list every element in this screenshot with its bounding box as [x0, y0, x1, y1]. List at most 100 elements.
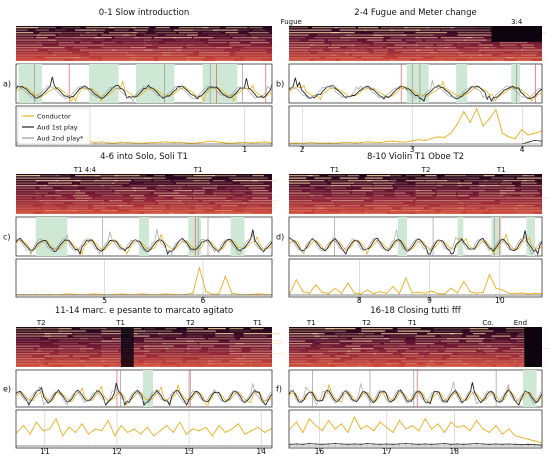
- spectrogram-harmonic: [202, 27, 221, 29]
- spectrogram-harmonic: [352, 192, 367, 194]
- spectrogram-harmonic: [415, 202, 464, 204]
- spectrogram-harmonic: [155, 365, 177, 367]
- spectrogram-harmonic: [331, 32, 355, 34]
- spectrogram-harmonic: [229, 42, 241, 44]
- onset-curve-aud1: [288, 77, 543, 102]
- data-point: [68, 426, 70, 428]
- spectrogram-harmonic: [229, 353, 284, 355]
- spectrogram-harmonic: [345, 34, 382, 36]
- spectrogram-harmonic: [169, 205, 203, 207]
- data-point: [153, 143, 155, 145]
- spectrogram-harmonic: [331, 182, 354, 184]
- spectrogram-harmonic: [289, 27, 309, 29]
- spectrogram-harmonic: [48, 49, 68, 51]
- spectrogram-harmonic: [394, 185, 418, 187]
- spectrogram-harmonic: [162, 358, 183, 360]
- onset-curve-aud2: [288, 229, 543, 256]
- data-point: [257, 143, 259, 145]
- data-point: [482, 294, 484, 296]
- spectrogram-harmonic: [469, 328, 489, 330]
- spectrogram-harmonic: [317, 52, 349, 54]
- spectrogram-harmonic: [347, 39, 358, 41]
- spectrogram-harmonic: [35, 197, 52, 199]
- data-point: [456, 426, 458, 428]
- spectrogram-harmonic: [394, 190, 420, 192]
- data-point: [469, 445, 471, 447]
- spectrogram-harmonic: [158, 210, 187, 212]
- spectrogram-harmonic: [198, 52, 230, 54]
- data-point: [302, 431, 304, 433]
- data-point: [257, 445, 259, 447]
- data-point: [469, 143, 471, 145]
- spectrogram-harmonic: [436, 192, 457, 194]
- spectrogram-harmonic: [314, 210, 330, 212]
- spectrogram-harmonic: [429, 207, 465, 209]
- data-point: [302, 294, 304, 296]
- spectrogram-harmonic: [404, 355, 425, 357]
- spectrogram-harmonic: [404, 27, 429, 29]
- spectrogram-harmonic: [193, 180, 210, 182]
- spectrogram-label: Co.: [482, 319, 493, 327]
- spectrogram-harmonic: [112, 39, 151, 41]
- spectrogram-harmonic: [325, 57, 357, 59]
- spectrogram-harmonic: [16, 202, 51, 204]
- spectrogram-harmonic: [134, 37, 152, 39]
- spectrogram-harmonic: [109, 27, 136, 29]
- onset-curve-aud1: [15, 76, 273, 100]
- data-point: [308, 443, 310, 445]
- green-span: [457, 217, 464, 256]
- data-point: [250, 143, 253, 145]
- data-point: [172, 143, 174, 145]
- data-point: [205, 445, 207, 447]
- spectrogram-label: T1: [329, 166, 339, 174]
- data-point: [411, 443, 413, 445]
- spectrogram-harmonic: [457, 32, 513, 34]
- spectrogram-harmonic: [101, 42, 116, 44]
- spectrogram-harmonic: [16, 335, 52, 337]
- data-point: [244, 294, 246, 296]
- spectrogram-harmonic: [232, 180, 259, 182]
- spectrogram-harmonic: [314, 340, 340, 342]
- spectrogram-harmonic: [162, 343, 198, 345]
- spectrogram-harmonic: [248, 200, 279, 202]
- spectrogram-harmonic: [44, 57, 81, 59]
- spectrogram-harmonic: [478, 44, 494, 46]
- data-point: [185, 445, 187, 447]
- spectrogram-harmonic: [347, 47, 367, 49]
- spectrogram-harmonic: [450, 355, 473, 357]
- spectrogram-harmonic: [144, 363, 162, 365]
- data-point: [308, 445, 310, 447]
- spectrogram-harmonic: [144, 350, 161, 352]
- data-point: [295, 445, 297, 447]
- spectrogram-harmonic: [252, 175, 265, 177]
- data-point: [431, 294, 433, 296]
- spectrogram-harmonic: [496, 355, 512, 357]
- spectrogram-harmonic: [289, 328, 335, 330]
- spectrogram-harmonic: [308, 47, 327, 49]
- data-point: [501, 445, 503, 447]
- spectrogram-harmonic: [289, 42, 325, 44]
- spectrogram-harmonic: [80, 350, 104, 352]
- spectrogram-harmonic: [503, 363, 526, 365]
- spectrogram-harmonic: [364, 29, 394, 31]
- data-point: [456, 445, 458, 447]
- spectrogram-harmonic: [491, 59, 505, 61]
- data-point: [540, 143, 542, 145]
- spectrogram-harmonic: [520, 192, 540, 194]
- spectrogram-harmonic: [444, 39, 467, 41]
- spectrogram-harmonic: [429, 34, 446, 36]
- spectrogram-harmonic: [361, 57, 383, 59]
- spectrogram-harmonic: [52, 343, 78, 345]
- data-point: [321, 430, 323, 432]
- data-point: [244, 143, 246, 145]
- data-point: [527, 143, 529, 145]
- spectrogram-harmonic: [101, 348, 121, 350]
- spectrogram-harmonic: [466, 335, 480, 337]
- spectrogram-harmonic: [41, 207, 61, 209]
- spectrogram-harmonic: [208, 182, 233, 184]
- spectrogram-harmonic: [339, 210, 362, 212]
- data-point: [35, 294, 38, 296]
- spectrogram-harmonic: [158, 202, 185, 204]
- spectrogram-harmonic: [415, 54, 438, 56]
- spectrogram-label: End: [514, 319, 527, 327]
